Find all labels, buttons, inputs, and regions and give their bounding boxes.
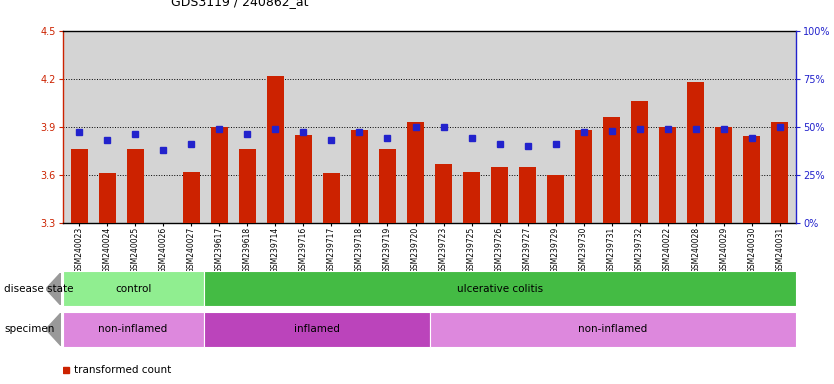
Bar: [63, 271, 203, 306]
Bar: [71, 149, 88, 223]
Bar: [491, 167, 508, 223]
Bar: [430, 312, 796, 347]
Bar: [211, 127, 228, 223]
Bar: [575, 130, 592, 223]
Bar: [547, 175, 564, 223]
Text: specimen: specimen: [4, 324, 54, 334]
Bar: [519, 167, 536, 223]
Bar: [203, 312, 430, 347]
Bar: [687, 82, 704, 223]
Bar: [771, 122, 788, 223]
Bar: [659, 127, 676, 223]
Bar: [239, 149, 256, 223]
Polygon shape: [46, 313, 61, 346]
Text: disease state: disease state: [4, 284, 73, 294]
Bar: [716, 127, 732, 223]
Text: transformed count: transformed count: [74, 365, 172, 375]
Text: control: control: [115, 284, 151, 294]
Bar: [267, 76, 284, 223]
Bar: [183, 172, 200, 223]
Bar: [351, 130, 368, 223]
Text: ulcerative colitis: ulcerative colitis: [457, 284, 543, 294]
Bar: [463, 172, 480, 223]
Bar: [295, 135, 312, 223]
Polygon shape: [46, 273, 61, 305]
Bar: [99, 173, 116, 223]
Bar: [323, 173, 340, 223]
Bar: [203, 271, 796, 306]
Bar: [603, 117, 620, 223]
Text: GDS3119 / 240862_at: GDS3119 / 240862_at: [171, 0, 309, 8]
Text: non-inflamed: non-inflamed: [98, 324, 168, 334]
Bar: [435, 164, 452, 223]
Bar: [379, 149, 396, 223]
Bar: [127, 149, 143, 223]
Bar: [743, 136, 760, 223]
Bar: [407, 122, 424, 223]
Bar: [631, 101, 648, 223]
Bar: [63, 312, 203, 347]
Text: non-inflamed: non-inflamed: [578, 324, 648, 334]
Text: inflamed: inflamed: [294, 324, 339, 334]
